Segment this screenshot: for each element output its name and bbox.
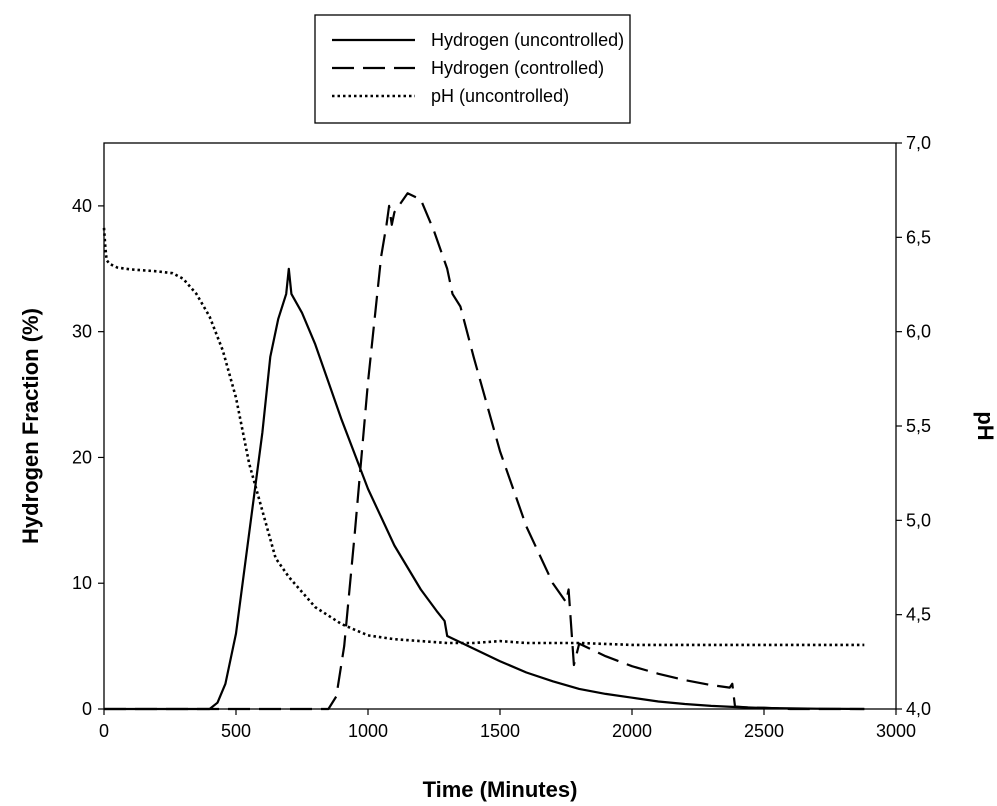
y-axis-right: 4,0 4,5 5,0 5,5 6,0 6,5 7,0 (896, 133, 931, 719)
x-axis: 0 500 1000 1500 2000 2500 3000 (99, 709, 916, 741)
legend-label: Hydrogen (uncontrolled) (431, 30, 624, 50)
y-tick-label: 0 (82, 699, 92, 719)
legend: Hydrogen (uncontrolled) Hydrogen (control… (314, 14, 631, 124)
plot-area (102, 142, 897, 711)
y-axis-left-title: Hydrogen Fraction (%) (18, 308, 43, 544)
y-tick-label: 40 (72, 196, 92, 216)
x-tick-label: 1000 (348, 721, 388, 741)
x-tick-label: 3000 (876, 721, 916, 741)
series-line-1 (104, 267, 865, 711)
x-tick-label: 1500 (480, 721, 520, 741)
x-tick-label: 2000 (612, 721, 652, 741)
x-tick-label: 500 (221, 721, 251, 741)
y2-tick-label: 5,0 (906, 510, 931, 530)
y-axis-left: 0 10 20 30 40 (72, 196, 104, 719)
y-tick-label: 30 (72, 322, 92, 342)
y2-tick-label: 6,5 (906, 227, 931, 247)
y2-tick-label: 5,5 (906, 416, 931, 436)
series-line-2 (104, 192, 865, 711)
y2-tick-label: 4,5 (906, 605, 931, 625)
legend-label: Hydrogen (controlled) (431, 58, 604, 78)
y-axis-right-title: pH (973, 411, 997, 440)
y2-tick-label: 4,0 (906, 699, 931, 719)
legend-label: pH (uncontrolled) (431, 86, 569, 106)
series-line-3 (102, 227, 865, 647)
y-tick-label: 10 (72, 573, 92, 593)
plot-frame (103, 142, 897, 710)
x-tick-label: 0 (99, 721, 109, 741)
x-tick-label: 2500 (744, 721, 784, 741)
y-tick-label: 20 (72, 447, 92, 467)
y2-tick-label: 7,0 (906, 133, 931, 153)
x-axis-title: Time (Minutes) (423, 777, 578, 802)
y2-tick-label: 6,0 (906, 322, 931, 342)
